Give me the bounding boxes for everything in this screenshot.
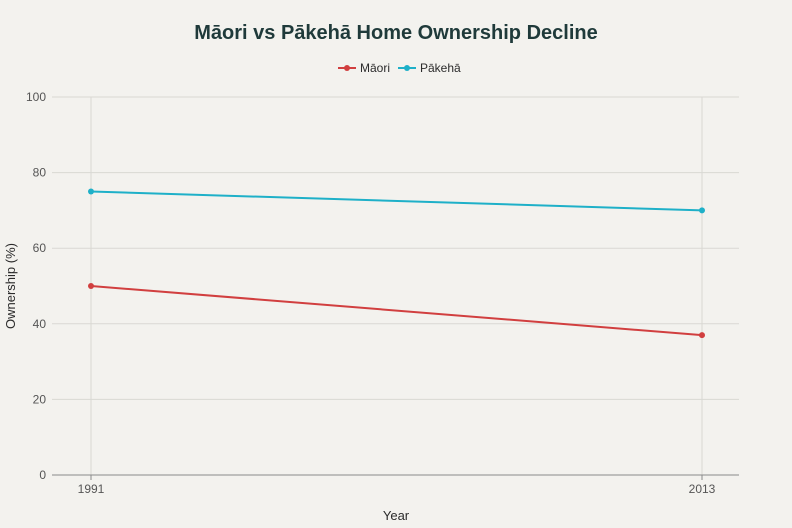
gridlines — [52, 96, 739, 476]
series-line-maori[interactable] — [90, 285, 703, 337]
series — [88, 188, 705, 339]
y-tick-label: 100 — [26, 90, 46, 104]
y-tick-label: 80 — [33, 166, 47, 180]
y-axis-ticks: 0 20 40 60 80 100 — [26, 90, 46, 482]
legend: Māori Pākehā — [338, 61, 461, 75]
y-tick-label: 20 — [33, 392, 47, 406]
x-tick-label: 1991 — [78, 482, 105, 496]
data-point-pakeha[interactable] — [699, 207, 705, 214]
x-axis-ticks: 1991 2013 — [78, 475, 716, 496]
x-axis-label: Year — [383, 508, 410, 523]
legend-item-pakeha[interactable]: Pākehā — [398, 61, 461, 75]
data-point-maori[interactable] — [699, 332, 705, 339]
legend-item-maori[interactable]: Māori — [338, 61, 390, 75]
legend-label-maori: Māori — [360, 61, 390, 75]
y-axis-label: Ownership (%) — [3, 243, 18, 329]
series-line-pakeha[interactable] — [90, 190, 703, 212]
y-tick-label: 0 — [39, 468, 46, 482]
y-tick-label: 60 — [33, 241, 47, 255]
x-tick-label: 2013 — [689, 482, 716, 496]
chart-title: Māori vs Pākehā Home Ownership Decline — [194, 22, 597, 44]
data-point-pakeha[interactable] — [88, 188, 94, 195]
data-point-maori[interactable] — [88, 283, 94, 289]
legend-marker-maori — [344, 65, 350, 71]
legend-marker-pakeha — [404, 65, 410, 71]
y-tick-label: 40 — [33, 317, 47, 331]
legend-label-pakeha: Pākehā — [420, 61, 461, 75]
